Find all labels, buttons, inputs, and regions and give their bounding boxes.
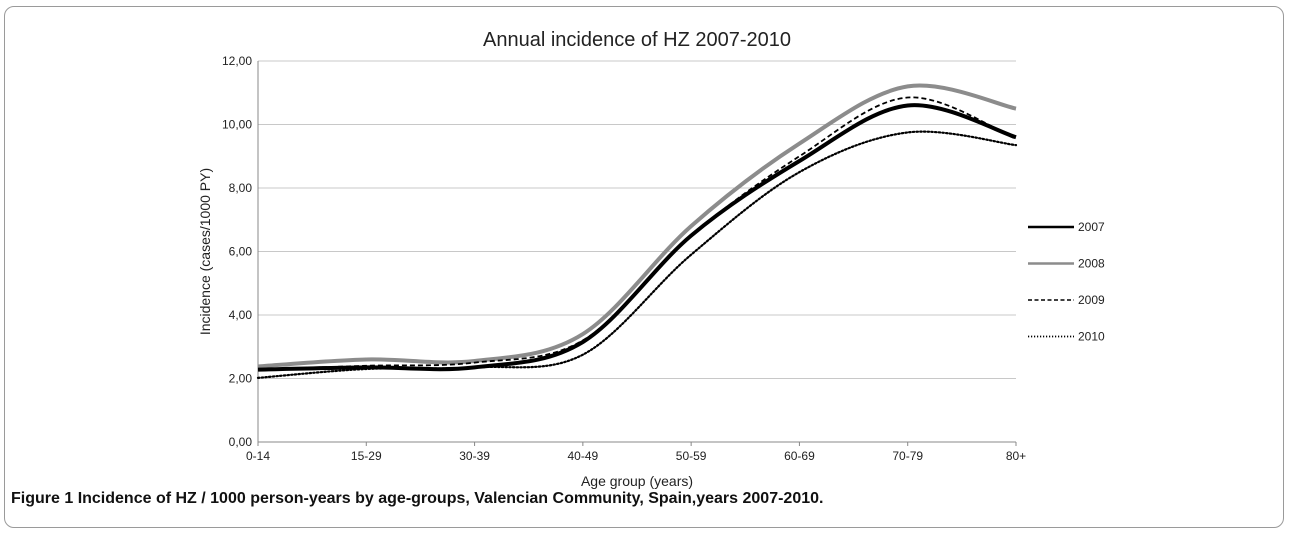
x-tick-label: 40-49 xyxy=(568,449,599,463)
x-tick-label: 50-59 xyxy=(676,449,707,463)
y-tick-label: 0,00 xyxy=(229,435,253,449)
figure-caption-label: Figure 1 xyxy=(11,490,74,507)
y-tick-label: 2,00 xyxy=(229,372,253,386)
series-line-2008 xyxy=(257,83,1017,369)
figure-caption: Figure 1 Incidence of HZ / 1000 person-y… xyxy=(11,490,823,508)
x-tick-label: 0-14 xyxy=(246,449,270,463)
legend-label: 2008 xyxy=(1078,257,1105,271)
x-tick-label: 80+ xyxy=(1006,449,1026,463)
series-line-2007 xyxy=(257,103,1017,372)
y-tick-label: 12,00 xyxy=(222,54,252,68)
x-tick-label: 15-29 xyxy=(351,449,382,463)
series-line-2009 xyxy=(257,96,1017,371)
y-axis-title: Incidence (cases/1000 PY) xyxy=(197,168,213,335)
legend: 2007 2008 2009 2010 xyxy=(1028,220,1105,344)
series-lines xyxy=(256,83,1018,379)
x-axis-title: Age group (years) xyxy=(581,473,693,489)
x-tick-label: 60-69 xyxy=(784,449,815,463)
y-tick-label: 8,00 xyxy=(229,181,253,195)
legend-label: 2009 xyxy=(1078,293,1105,307)
figure-caption-text: Incidence of HZ / 1000 person-years by a… xyxy=(77,490,824,507)
figure-frame xyxy=(4,6,1284,528)
x-tick-label: 70-79 xyxy=(892,449,923,463)
legend-label: 2007 xyxy=(1078,220,1105,234)
y-tick-labels: 0,00 2,00 4,00 6,00 8,00 10,00 12,00 xyxy=(222,54,252,449)
y-tick-label: 4,00 xyxy=(229,308,253,322)
chart-title: Annual incidence of HZ 2007-2010 xyxy=(483,29,791,51)
gridlines xyxy=(258,60,1016,379)
x-tick-label: 30-39 xyxy=(459,449,490,463)
series-line-2010 xyxy=(256,130,1018,379)
y-tick-label: 10,00 xyxy=(222,118,252,132)
x-tick-labels: 0-14 15-29 30-39 40-49 50-59 60-69 70-79 80+ xyxy=(246,442,1026,463)
y-tick-label: 6,00 xyxy=(229,245,253,259)
legend-label: 2010 xyxy=(1078,330,1105,344)
